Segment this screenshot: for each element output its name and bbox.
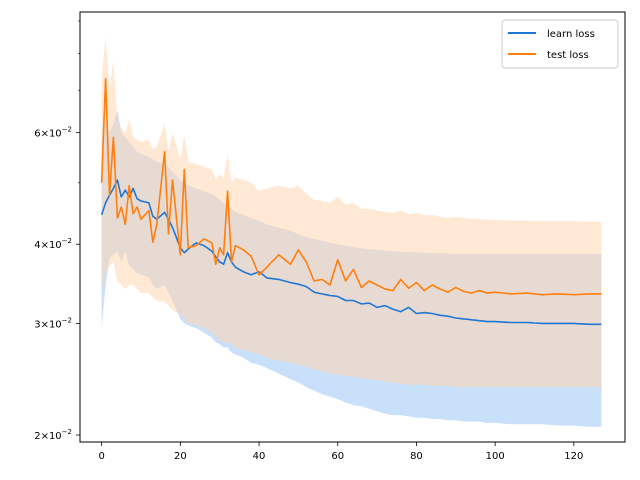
band-test-loss — [101, 36, 602, 388]
y-tick-label: 6×10−2 — [34, 126, 72, 140]
legend-label: learn loss — [547, 29, 595, 40]
plot-frame — [79, 11, 626, 443]
line-test-loss — [100, 77, 602, 296]
series-lines — [100, 77, 602, 326]
y-tick-label: 2×10−2 — [34, 428, 72, 442]
legend: learn loss test loss — [501, 19, 619, 69]
x-tick-label: 80 — [410, 451, 423, 462]
x-tick-label: 40 — [253, 451, 266, 462]
x-tick-label: 100 — [486, 451, 505, 462]
x-tick-label: 120 — [564, 451, 583, 462]
y-tick-label: 4×10−2 — [34, 237, 72, 251]
y-axis: 2×10−2 3×10−2 4×10−2 6×10−2 — [34, 20, 80, 442]
x-axis: 0 20 40 60 80 100 120 — [98, 442, 583, 462]
y-tick-label: 3×10−2 — [34, 316, 72, 330]
legend-label: test loss — [547, 50, 589, 61]
confidence-bands — [101, 36, 602, 427]
x-tick-label: 0 — [98, 451, 104, 462]
line-learn-loss — [100, 179, 602, 326]
x-tick-label: 60 — [331, 451, 344, 462]
x-tick-label: 20 — [174, 451, 187, 462]
